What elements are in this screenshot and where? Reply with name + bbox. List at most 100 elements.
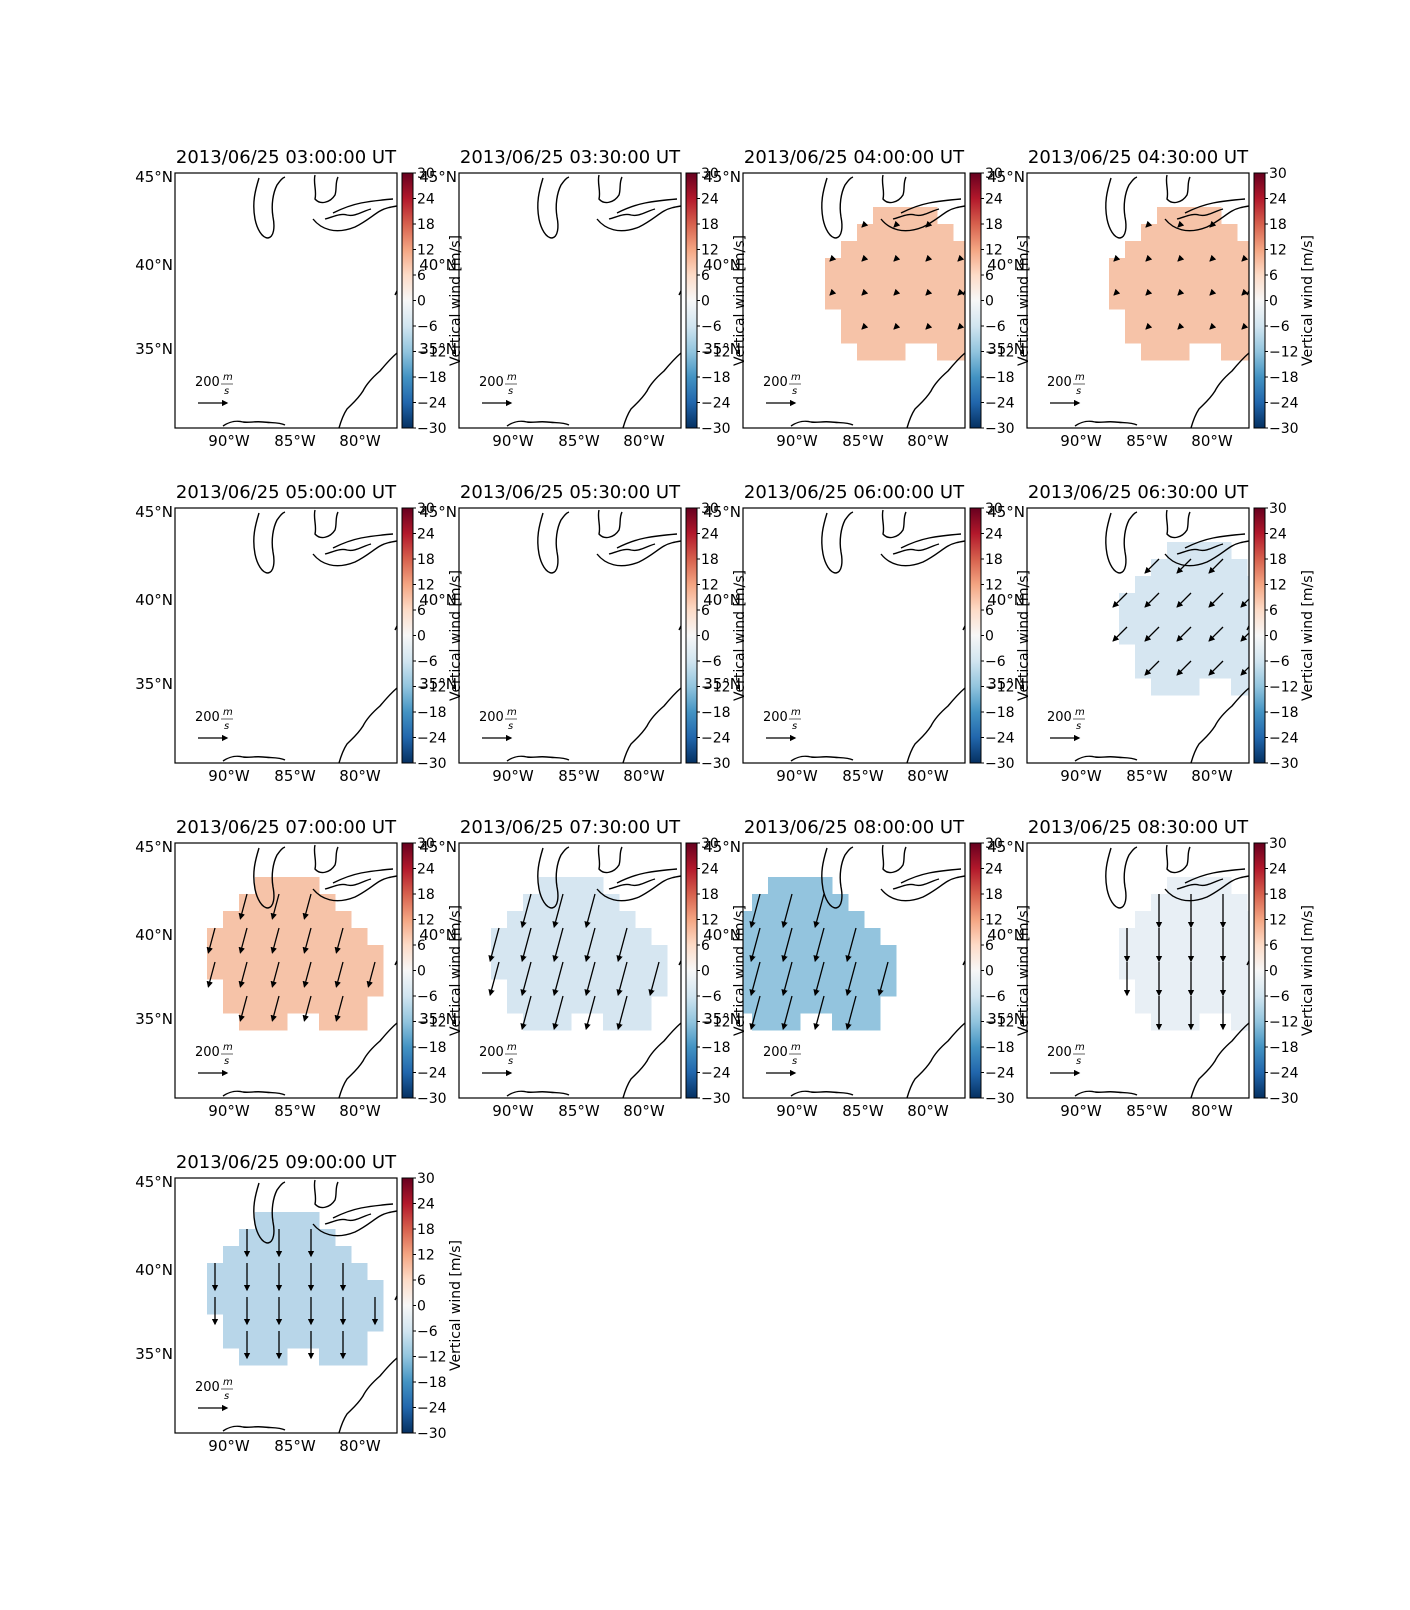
lon-tick-label: 85°W <box>274 1437 316 1455</box>
heatmap-cell <box>271 1212 288 1230</box>
heatmap-cell <box>319 996 336 1014</box>
coastline <box>253 846 286 909</box>
panel-title: 2013/06/25 05:00:00 UT <box>176 482 397 503</box>
heatmap-cell <box>603 928 620 946</box>
colorbar-label: Vertical wind [m/s] <box>1016 905 1032 1036</box>
wind-vector <box>1177 322 1185 330</box>
colorbar-tick-label: 30 <box>1269 836 1287 852</box>
heatmap-cell <box>1199 627 1216 645</box>
heatmap-cell <box>1183 661 1200 679</box>
wind-vector <box>1144 660 1160 676</box>
lat-tick-label: 45°N <box>987 838 1025 856</box>
wind-vector <box>302 995 312 1022</box>
heatmap-cell <box>1231 928 1248 946</box>
wind-vector <box>552 893 564 929</box>
colorbar-tick-label: −12 <box>985 680 1015 696</box>
colorbar-tick-label: −12 <box>1269 345 1299 361</box>
heatmap-cell <box>752 1013 769 1031</box>
panel-title: 2013/06/25 06:00:00 UT <box>744 482 965 503</box>
heatmap-cell <box>351 945 368 963</box>
heatmap-cell <box>351 979 368 997</box>
panel-title: 2013/06/25 07:00:00 UT <box>176 817 397 838</box>
wind-vector <box>861 254 869 262</box>
heatmap-cell <box>1237 343 1249 361</box>
heatmap-cell <box>953 258 965 276</box>
heatmap-cell <box>255 945 272 963</box>
heatmap-cell <box>1215 610 1232 628</box>
heatmap-cell <box>1173 292 1190 310</box>
heatmap-cell <box>619 911 636 929</box>
heatmap-cell <box>1189 326 1206 344</box>
scale-unit-den: s <box>224 1391 229 1402</box>
heatmap-cell <box>1151 576 1168 594</box>
heatmap-cell <box>1157 207 1174 225</box>
heatmap-cell <box>523 945 540 963</box>
heatmap-cell <box>571 928 588 946</box>
wind-vector <box>1145 254 1153 262</box>
heatmap-cell <box>784 1013 801 1031</box>
wind-vector <box>270 995 280 1022</box>
panel-title: 2013/06/25 04:00:00 UT <box>744 147 965 168</box>
wind-vector <box>334 927 344 954</box>
colorbar-tick-label: 0 <box>417 964 426 980</box>
wind-vector <box>1240 598 1249 608</box>
heatmap-cell <box>319 962 336 980</box>
heatmap-cell <box>752 928 769 946</box>
wind-vector <box>893 220 901 228</box>
coastline <box>790 420 854 427</box>
heatmap-cell <box>335 928 352 946</box>
colorbar-tick-label: −6 <box>417 989 438 1005</box>
wind-vector <box>1113 254 1121 262</box>
heatmap-cell <box>255 1229 272 1247</box>
lat-tick-label: 40°N <box>703 926 741 944</box>
scale-unit-den: s <box>224 1056 229 1067</box>
wind-vector <box>893 254 901 262</box>
coastline <box>312 1210 397 1237</box>
wind-vector <box>238 961 248 988</box>
heatmap-cell <box>1125 292 1142 310</box>
coastline <box>1190 1022 1249 1098</box>
colorbar-tick-label: 30 <box>985 501 1003 517</box>
heatmap-cell <box>1189 309 1206 327</box>
axes-frame <box>458 842 682 1099</box>
heatmap-cell <box>539 1013 556 1031</box>
heatmap-cell <box>1237 309 1249 327</box>
axes-frame <box>174 172 398 429</box>
map-area <box>790 174 965 428</box>
heatmap-cell <box>1215 877 1232 895</box>
colorbar-tick-label: 30 <box>1269 166 1287 182</box>
colorbar-tick-label: −30 <box>417 421 447 437</box>
colorbar-tick-label: 30 <box>985 836 1003 852</box>
coastline <box>537 511 570 574</box>
heatmap-cell <box>523 1013 540 1031</box>
heatmap-cell <box>857 241 874 259</box>
heatmap-cell <box>491 928 508 946</box>
colorbar-tick-label: 30 <box>417 166 435 182</box>
lat-tick-label: 40°N <box>419 256 457 274</box>
colorbar-tick-label: 6 <box>1269 603 1278 619</box>
colorbar-tick-label: −12 <box>1269 680 1299 696</box>
lon-tick-label: 90°W <box>492 432 534 450</box>
heatmap-cell <box>768 1013 785 1031</box>
coastline <box>906 1022 965 1098</box>
heatmap-cell <box>905 207 922 225</box>
heatmap-cell <box>784 928 801 946</box>
lat-tick-label: 35°N <box>703 675 741 693</box>
scale-unit-num: m <box>1075 372 1085 383</box>
heatmap-cell <box>587 996 604 1014</box>
heatmap-cell <box>889 292 906 310</box>
heatmap-cell <box>889 224 906 242</box>
lon-tick-label: 80°W <box>1191 767 1233 785</box>
heatmap-cell <box>1215 576 1232 594</box>
colorbar-label: Vertical wind [m/s] <box>1300 905 1316 1036</box>
wind-vector <box>925 254 933 262</box>
heatmap-cell <box>287 1280 304 1298</box>
heatmap-cell <box>507 911 524 929</box>
heatmap-cell <box>873 241 890 259</box>
wind-vector <box>1112 592 1128 608</box>
coastline <box>616 868 678 884</box>
colorbar-tick-label: 18 <box>985 887 1003 903</box>
colorbar-tick-label: −18 <box>417 705 447 721</box>
heatmap-cell <box>1151 644 1168 662</box>
heatmap-cell <box>1231 559 1248 577</box>
